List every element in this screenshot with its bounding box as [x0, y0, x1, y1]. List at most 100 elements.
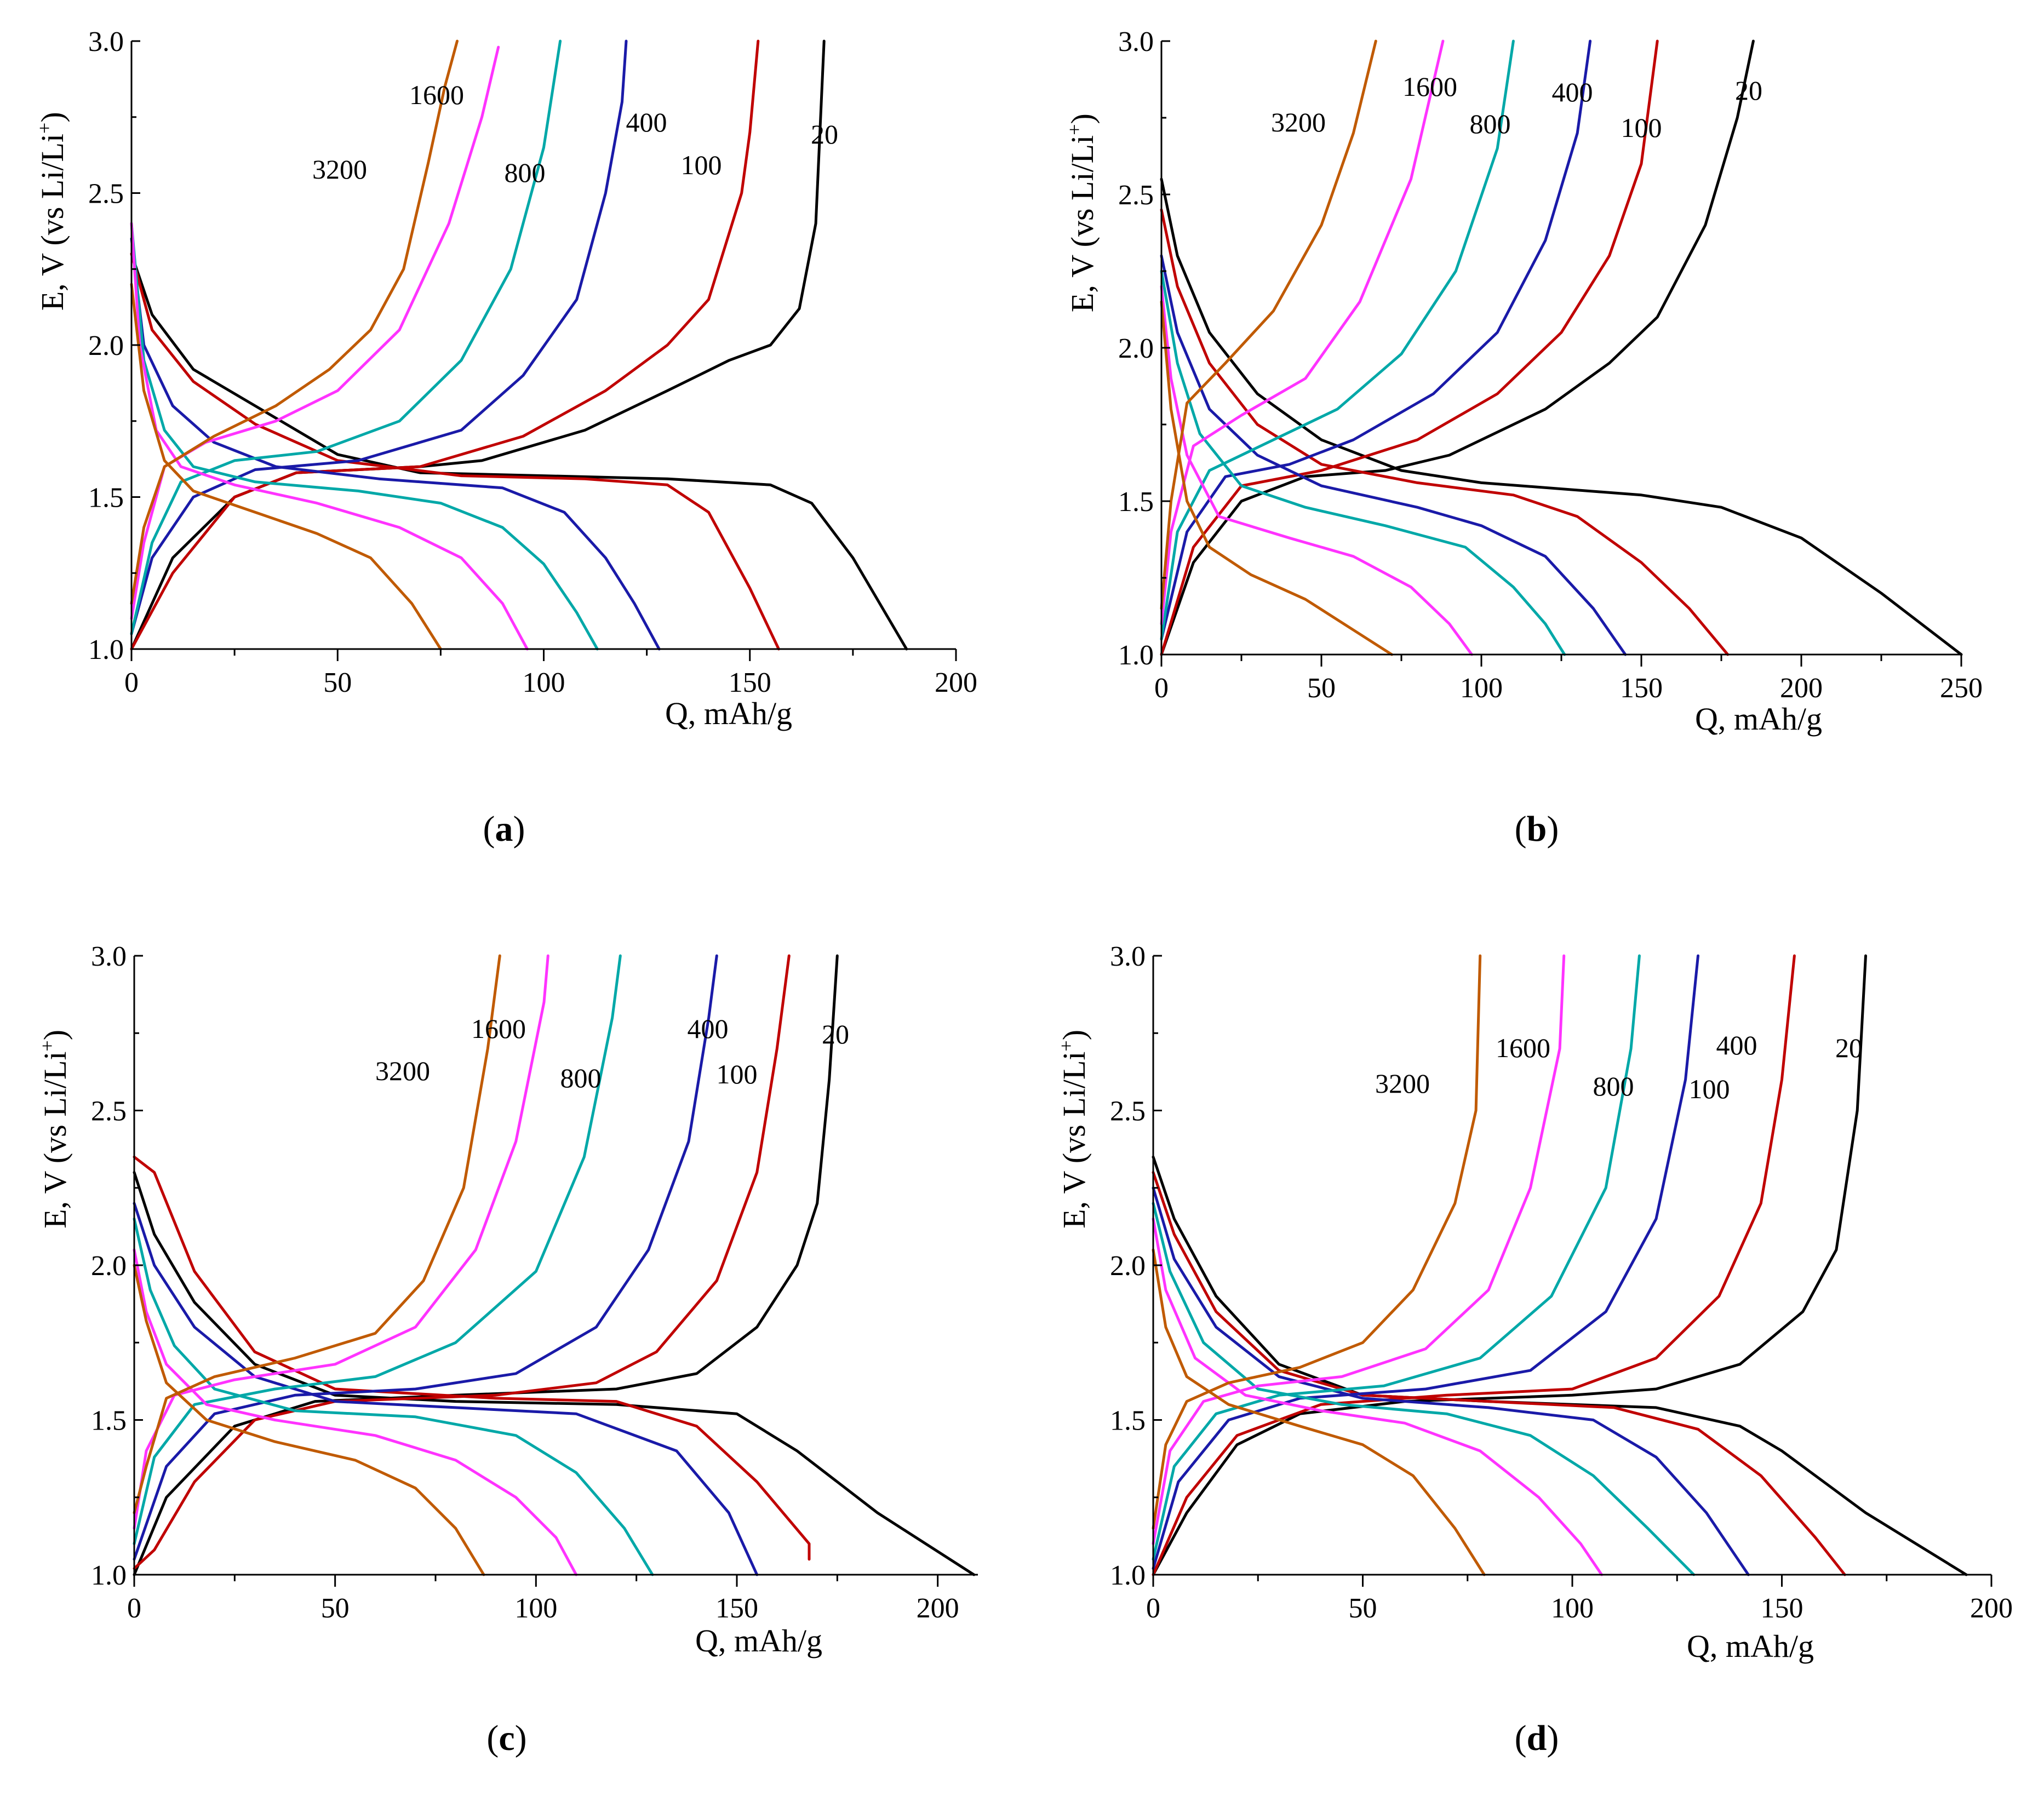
- x-tick-label: 100: [1460, 673, 1503, 704]
- series-800-charge-line: [130, 39, 562, 635]
- chart-panel-a: 0 50 100 150 200 1.0 1.5 2.0 2.5 3.0 Q, mAh/g E, V …: [33, 26, 977, 849]
- series-3200-discharge-line: [1152, 1248, 1486, 1576]
- x-tick-label: 100: [523, 667, 565, 698]
- y-axis-label-text: E, V (vs Li/Li: [37, 1052, 73, 1229]
- x-axis-label: Q, mAh/g: [695, 1623, 822, 1658]
- series-label-100: 100: [681, 150, 722, 180]
- series-label-20: 20: [1835, 1032, 1863, 1063]
- series-1600-discharge-line: [130, 222, 529, 651]
- x-axis-label: Q, mAh/g: [665, 696, 792, 731]
- series-100-discharge-line: [1152, 1171, 1846, 1576]
- series-label-400: 400: [1552, 77, 1593, 107]
- y-axis-label-superscript: +: [36, 1040, 58, 1051]
- panel-caption-d: (d): [1515, 1718, 1559, 1758]
- x-tick-label: 200: [1970, 1593, 2013, 1624]
- caption-close-paren: ): [513, 809, 525, 849]
- y-tick-label: 1.0: [88, 634, 124, 665]
- y-axis-label-text: E, V (vs Li/Li: [1056, 1052, 1092, 1229]
- y-axis-label-text: E, V (vs Li/Li: [35, 134, 70, 311]
- x-tick-label: 0: [127, 1593, 141, 1624]
- series-label-3200: 3200: [375, 1055, 430, 1086]
- y-tick-label: 3.0: [1118, 26, 1154, 58]
- series-400-charge-line: [1160, 39, 1592, 641]
- y-tick-label: 2.0: [88, 330, 124, 361]
- y-axis-label-superscript: +: [1063, 124, 1085, 135]
- caption-open-paren: (: [1515, 1718, 1527, 1758]
- series-100-charge-line: [130, 39, 760, 651]
- y-tick-label: 1.0: [1118, 640, 1154, 671]
- series-400-discharge-line: [1160, 254, 1627, 656]
- series-100-charge-line: [1160, 39, 1659, 656]
- series-100-charge-line: [1152, 954, 1796, 1576]
- y-tick-label: 2.0: [91, 1250, 127, 1282]
- series-3200-charge-line: [130, 39, 459, 605]
- series-label-800: 800: [560, 1063, 602, 1093]
- series-label-400: 400: [1716, 1030, 1757, 1060]
- y-tick-label: 3.0: [91, 941, 127, 972]
- series-label-3200: 3200: [1375, 1068, 1430, 1099]
- series-400-charge-line: [133, 954, 718, 1561]
- series-800-discharge-line: [1160, 269, 1566, 656]
- chart-panel-b: 0 50 100 150 200 250 1.0 1.5 2.0 2.5 3.0 Q, mAh/g E,…: [1063, 26, 1983, 849]
- series-label-1600: 1600: [1402, 71, 1457, 102]
- y-tick-label: 1.5: [1110, 1405, 1146, 1437]
- series-label-1600: 1600: [1496, 1032, 1550, 1063]
- y-axis-label-close: ): [1056, 1030, 1092, 1040]
- series-3200-charge-line: [1160, 39, 1377, 610]
- y-tick-label: 3.0: [1110, 941, 1146, 972]
- series-800-discharge-line: [130, 222, 599, 651]
- series-800-discharge-line: [1152, 1202, 1696, 1576]
- y-axis-label-superscript: +: [1055, 1040, 1077, 1051]
- x-tick-label: 200: [917, 1593, 959, 1624]
- x-tick-label: 150: [715, 1593, 758, 1624]
- x-tick-label: 200: [935, 667, 977, 698]
- series-1600-charge-line: [1152, 954, 1566, 1545]
- y-tick-label: 1.0: [1110, 1560, 1146, 1591]
- series-800-charge-line: [1152, 954, 1641, 1561]
- panel-caption-c: (c): [486, 1718, 526, 1758]
- series-label-800: 800: [1470, 108, 1511, 139]
- caption-close-paren: ): [515, 1718, 527, 1758]
- series-1600-discharge-line: [133, 1248, 578, 1576]
- series-100-charge-line: [133, 954, 791, 1570]
- x-tick-label: 200: [1780, 673, 1823, 704]
- series-1600-discharge-line: [1152, 1217, 1604, 1576]
- y-tick-label: 1.5: [1118, 486, 1154, 518]
- y-tick-label: 2.5: [1118, 180, 1154, 211]
- x-tick-label: 150: [729, 667, 771, 698]
- series-20-charge-line: [1152, 954, 1867, 1576]
- x-tick-label: 150: [1761, 1593, 1803, 1624]
- caption-close-paren: ): [1547, 1718, 1559, 1758]
- panel-caption-b: (b): [1515, 809, 1559, 849]
- series-3200-discharge-line: [133, 1264, 485, 1576]
- chart-panel-c: 0 50 100 150 200 1.0 1.5 2.0 2.5 3.0 Q, mAh/g E, V …: [36, 941, 978, 1758]
- series-label-1600: 1600: [409, 79, 464, 110]
- series-3200-discharge-line: [130, 283, 442, 651]
- series-400-discharge-line: [133, 1202, 759, 1576]
- series-label-800: 800: [505, 157, 546, 188]
- series-label-100: 100: [1689, 1074, 1730, 1104]
- caption-letter: d: [1527, 1718, 1547, 1758]
- y-tick-label: 1.5: [91, 1405, 127, 1437]
- caption-letter: b: [1527, 809, 1547, 849]
- series-100-discharge-line: [130, 252, 780, 651]
- y-axis-label-close: ): [1064, 113, 1100, 124]
- series-20-discharge-line: [133, 1171, 976, 1576]
- y-axis-label: E, V (vs Li/Li+): [1063, 113, 1100, 312]
- caption-open-paren: (: [483, 809, 495, 849]
- series-400-discharge-line: [1152, 1186, 1750, 1576]
- x-tick-label: 50: [1349, 1593, 1377, 1624]
- series-800-discharge-line: [133, 1217, 654, 1576]
- y-tick-label: 2.5: [91, 1096, 127, 1127]
- x-axis-label: Q, mAh/g: [1687, 1628, 1814, 1664]
- y-tick-label: 2.5: [88, 179, 124, 210]
- x-tick-label: 50: [323, 667, 352, 698]
- chart-panel-d: 0 50 100 150 200 1.0 1.5 2.0 2.5 3.0 Q, mAh/g E, V …: [1055, 941, 2013, 1758]
- series-label-100: 100: [717, 1059, 758, 1089]
- x-tick-label: 0: [1146, 1593, 1160, 1624]
- y-axis-label: E, V (vs Li/Li+): [1055, 1030, 1092, 1229]
- y-tick-label: 2.0: [1110, 1250, 1146, 1282]
- series-label-20: 20: [822, 1019, 849, 1049]
